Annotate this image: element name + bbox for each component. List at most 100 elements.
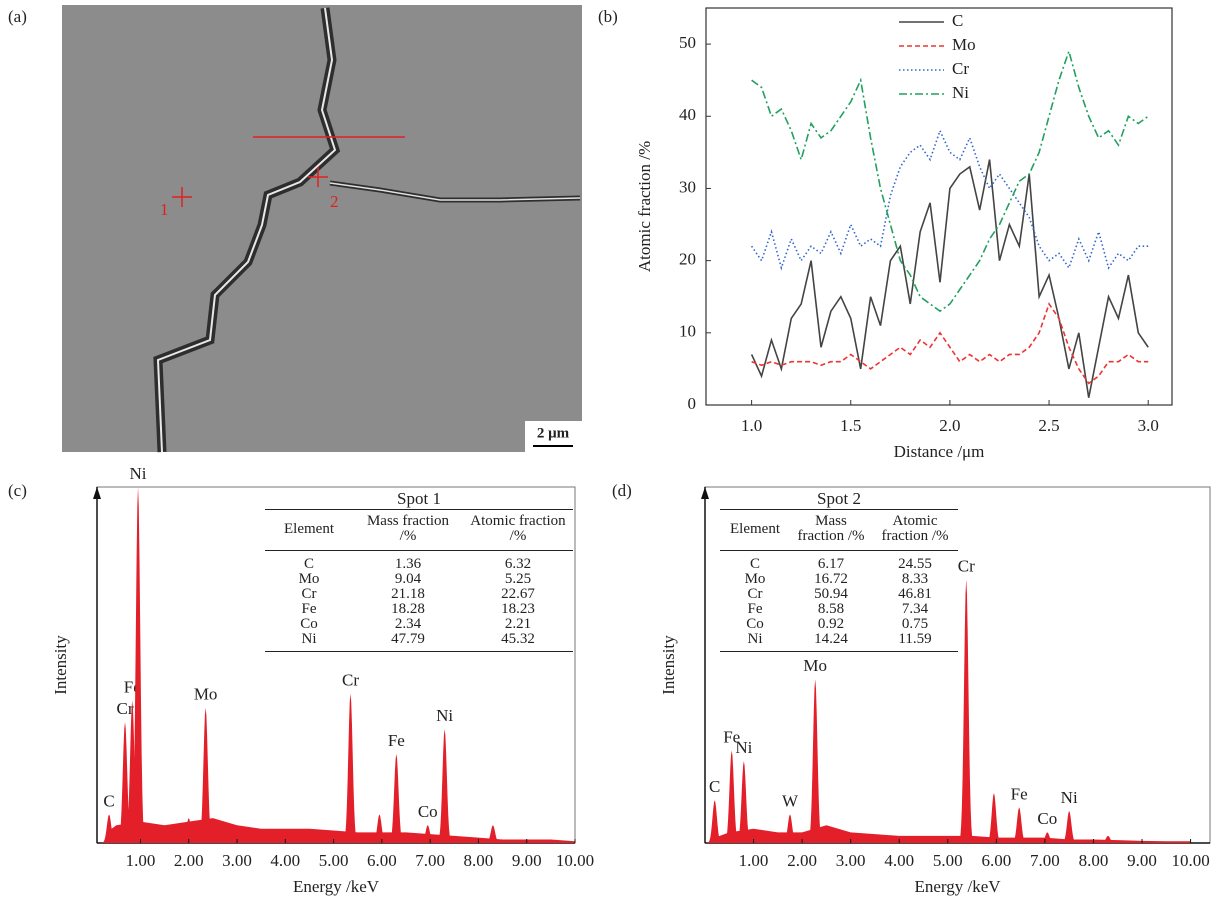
x-tick-label: 1.5 [840, 416, 861, 435]
x-axis-title: Distance /μm [894, 442, 985, 461]
table-title-row: Spot 1 [265, 488, 573, 510]
peak-label: Cr [117, 699, 134, 718]
plot-frame [705, 7, 1173, 406]
table-header-row: Element Mass fraction /% Atomic fraction /… [265, 509, 573, 551]
x-tick-label: 2.00 [174, 851, 204, 870]
data-table: Spot 2 Element Mass fraction /% Atomic frac… [720, 488, 958, 652]
table-row: Ni 14.24 11.59 [720, 632, 958, 652]
peak-label: Ni [1061, 788, 1078, 807]
table-cell: 8.33 [901, 571, 929, 587]
continuum [709, 825, 1191, 843]
x-tick-label: 2.00 [787, 851, 817, 870]
data-line [750, 159, 1149, 398]
data-table: Spot 1 Element Mass fraction /% Atomic frac… [265, 488, 573, 652]
peak-label: Mo [194, 685, 218, 704]
x-tick-label: 4.00 [884, 851, 914, 870]
y-axis-arrow [701, 487, 709, 499]
table-row: C 1.36 6.32 [265, 551, 573, 573]
table-cell: Fe [747, 601, 763, 617]
table-cell: 0.75 [901, 616, 929, 632]
y-tick-label: 20 [679, 250, 696, 269]
x-tick-label: 1.0 [741, 416, 762, 435]
table-cell: 7.34 [901, 601, 929, 617]
table-header: Mass fraction /% [353, 509, 463, 551]
table-cell: 47.79 [353, 632, 463, 652]
peak-label: Ni [735, 738, 752, 757]
table-row: Co 0.92 0.75 [720, 617, 958, 632]
y-axis-arrow [93, 487, 101, 499]
table-cell: 22.67 [501, 586, 535, 602]
legend-label: C [952, 11, 963, 30]
table-cell: 50.94 [814, 586, 848, 602]
data-line [751, 48, 1149, 313]
table-cell: 8.58 [817, 601, 845, 617]
x-axis-title: Energy /keV [914, 877, 1001, 896]
y-tick-label: 50 [679, 33, 696, 52]
table-cell: 45.32 [463, 632, 573, 652]
peak [419, 825, 437, 843]
table-row: Fe 18.28 18.23 [265, 602, 573, 617]
y-axis-title: Atomic fraction /% [635, 141, 654, 272]
x-tick-label: 9.00 [1127, 851, 1157, 870]
peak [781, 814, 799, 843]
x-tick-label: 5.00 [319, 851, 349, 870]
scale-bar-label: 2 μm [537, 425, 570, 441]
table-row: Ni 47.79 45.32 [265, 632, 573, 652]
x-tick-label: 6.00 [367, 851, 397, 870]
table-cell: 6.17 [817, 556, 845, 572]
peak [180, 818, 198, 843]
table-cell: 21.18 [391, 586, 425, 602]
continuum [106, 818, 576, 843]
table-title: Spot 1 [265, 488, 573, 510]
table-cell: C [749, 556, 760, 572]
peak [705, 800, 724, 843]
spot-label: 2 [330, 192, 339, 211]
y-axis-title: Intensity [51, 635, 70, 695]
table-cell: 16.72 [814, 571, 848, 587]
table-row: C 6.17 24.55 [720, 551, 958, 573]
peak-label: W [782, 791, 799, 810]
table-cell: 2.21 [504, 616, 532, 632]
peak [806, 679, 824, 843]
peak [722, 750, 741, 843]
x-tick-label: 10.00 [556, 851, 594, 870]
x-tick-label: 2.5 [1038, 416, 1059, 435]
table: Spot 2 Element Mass fraction /% Atomic frac… [720, 488, 958, 652]
peak-label: Fe [388, 731, 405, 750]
peak [957, 579, 975, 843]
crack-edge [156, 7, 337, 453]
peak-label: Co [418, 802, 438, 821]
table-cell: C [303, 556, 314, 572]
peak [985, 793, 1003, 843]
y-tick-label: 40 [679, 105, 696, 124]
peak-label: Ni [436, 706, 453, 725]
y-tick-label: 30 [679, 177, 696, 196]
table-row: Mo 16.72 8.33 [720, 572, 958, 587]
spot-marker [308, 167, 328, 187]
peak [196, 707, 215, 843]
peak [1099, 835, 1117, 843]
x-tick-label: 9.00 [512, 851, 542, 870]
legend-label: Cr [952, 59, 969, 78]
peak [123, 700, 141, 843]
table-cell: 0.92 [817, 616, 845, 632]
sem-image [62, 5, 582, 452]
peak-label: C [103, 791, 114, 810]
table-cell: Cr [301, 586, 317, 602]
table-cell: 2.34 [394, 616, 422, 632]
table-header-row: Element Mass fraction /% Atomic fraction /… [720, 509, 958, 551]
table-cell: 46.81 [898, 586, 932, 602]
x-tick-label: 8.00 [1079, 851, 1109, 870]
x-tick-label: 3.00 [836, 851, 866, 870]
peak-label: Cr [958, 556, 975, 575]
x-tick-label: 3.00 [222, 851, 252, 870]
legend-label: Ni [952, 83, 969, 102]
data-line [750, 128, 1149, 271]
table-cell: Ni [720, 632, 790, 652]
table-cell: 18.28 [391, 601, 425, 617]
table-row: Mo 9.04 5.25 [265, 572, 573, 587]
peak-label: C [709, 777, 720, 796]
peak [387, 754, 406, 843]
table-cell: Fe [301, 601, 317, 617]
